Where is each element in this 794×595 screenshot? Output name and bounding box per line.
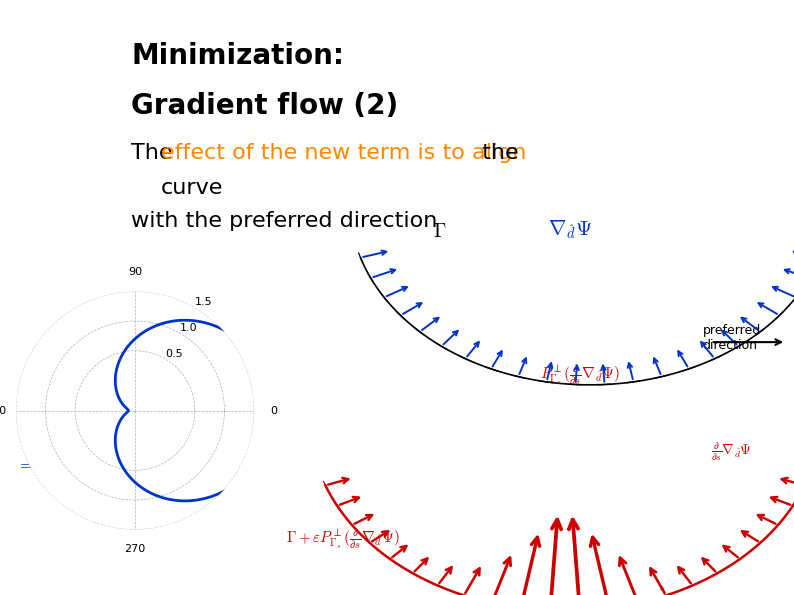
Text: Gradient flow (2): Gradient flow (2) — [131, 92, 399, 120]
Text: Minimization:: Minimization: — [131, 42, 344, 70]
Text: preferred
direction: preferred direction — [703, 324, 761, 352]
Text: $P_{\Gamma_s}^{\perp}(\frac{\partial}{\partial s}\nabla_{\hat{d}}\Psi)$: $P_{\Gamma_s}^{\perp}(\frac{\partial}{\p… — [540, 363, 620, 387]
Text: $\Gamma + \varepsilon P_{\Gamma_s}^{\perp}(\frac{\partial}{\partial s}\nabla_{\h: $\Gamma + \varepsilon P_{\Gamma_s}^{\per… — [286, 527, 399, 550]
Text: with the preferred direction: with the preferred direction — [131, 211, 437, 231]
Text: $\Psi(p, \hat{d})$: $\Psi(p, \hat{d})$ — [16, 415, 71, 441]
Text: $\nabla_{\hat{d}}\Psi$: $\nabla_{\hat{d}}\Psi$ — [548, 218, 592, 241]
Text: effect of the new term is to align: effect of the new term is to align — [161, 143, 526, 163]
Text: $= \Psi(\hat{d})$: $= \Psi(\hat{d})$ — [16, 451, 74, 477]
Text: curve: curve — [161, 178, 224, 199]
Text: The: The — [131, 143, 179, 163]
Text: $\Gamma$: $\Gamma$ — [433, 222, 446, 241]
Text: $\frac{\partial}{\partial s}\nabla_{\hat{d}}\Psi$: $\frac{\partial}{\partial s}\nabla_{\hat… — [711, 441, 752, 464]
Text: the: the — [475, 143, 518, 163]
